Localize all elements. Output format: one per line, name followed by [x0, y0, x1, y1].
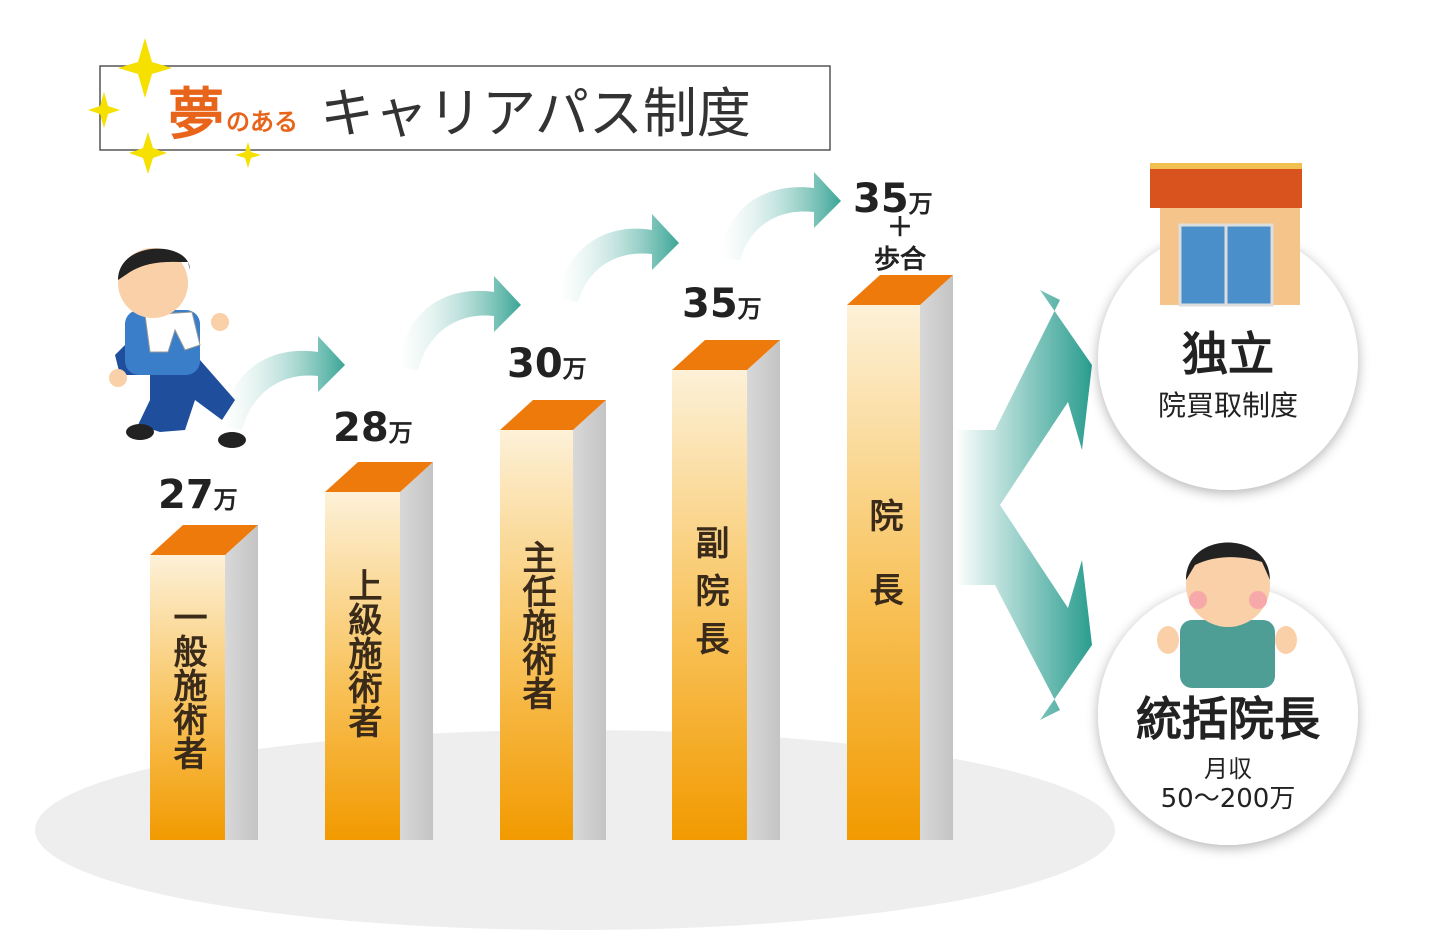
- salary-label: 28万: [333, 405, 413, 451]
- salary-label: 30万: [507, 341, 587, 387]
- outcome-title: 独立: [1182, 327, 1274, 381]
- position-label: 主任施術者: [516, 540, 557, 710]
- salary-value: 28: [333, 405, 389, 451]
- position-label: 一般施術者: [167, 600, 208, 770]
- title-box: [99, 65, 831, 151]
- salary-value: 35: [853, 176, 909, 222]
- salary-label: 27万: [158, 472, 238, 518]
- salary-unit: 万: [389, 419, 413, 447]
- outcome-amount: 50〜200万: [1161, 784, 1296, 814]
- title-particle: のある: [226, 108, 298, 136]
- step-bars: [150, 275, 953, 840]
- title-emphasis: 夢: [168, 83, 224, 148]
- salary-value: 30: [507, 341, 563, 387]
- outcome-title: 統括院長: [1136, 692, 1321, 746]
- salary-unit: 万: [563, 355, 587, 383]
- salary-extra: 歩合: [874, 244, 927, 275]
- outcome-detail: 月収: [1204, 755, 1252, 783]
- position-label: 院長: [863, 497, 903, 646]
- outcome-detail: 院買取制度: [1158, 389, 1298, 422]
- position-label: 上級施術者: [342, 568, 383, 738]
- salary-value: 27: [158, 472, 214, 518]
- shop-illustration: [1150, 163, 1302, 307]
- step-arrows: [222, 172, 841, 430]
- branch-arrow: [955, 290, 1092, 720]
- salary-unit: 万: [909, 190, 933, 218]
- salary-label: 35万: [853, 176, 933, 222]
- position-label: 副院長: [689, 525, 729, 669]
- runner-illustration: [109, 248, 246, 448]
- salary-unit: 万: [214, 486, 238, 514]
- title-main: キャリアパス制度: [320, 82, 751, 145]
- salary-label: 35万: [682, 281, 762, 327]
- salary-value: 35: [682, 281, 738, 327]
- salary-plus: ＋: [887, 213, 913, 243]
- director-illustration: [1157, 542, 1297, 688]
- sparkles: [88, 38, 261, 174]
- salary-unit: 万: [738, 295, 762, 323]
